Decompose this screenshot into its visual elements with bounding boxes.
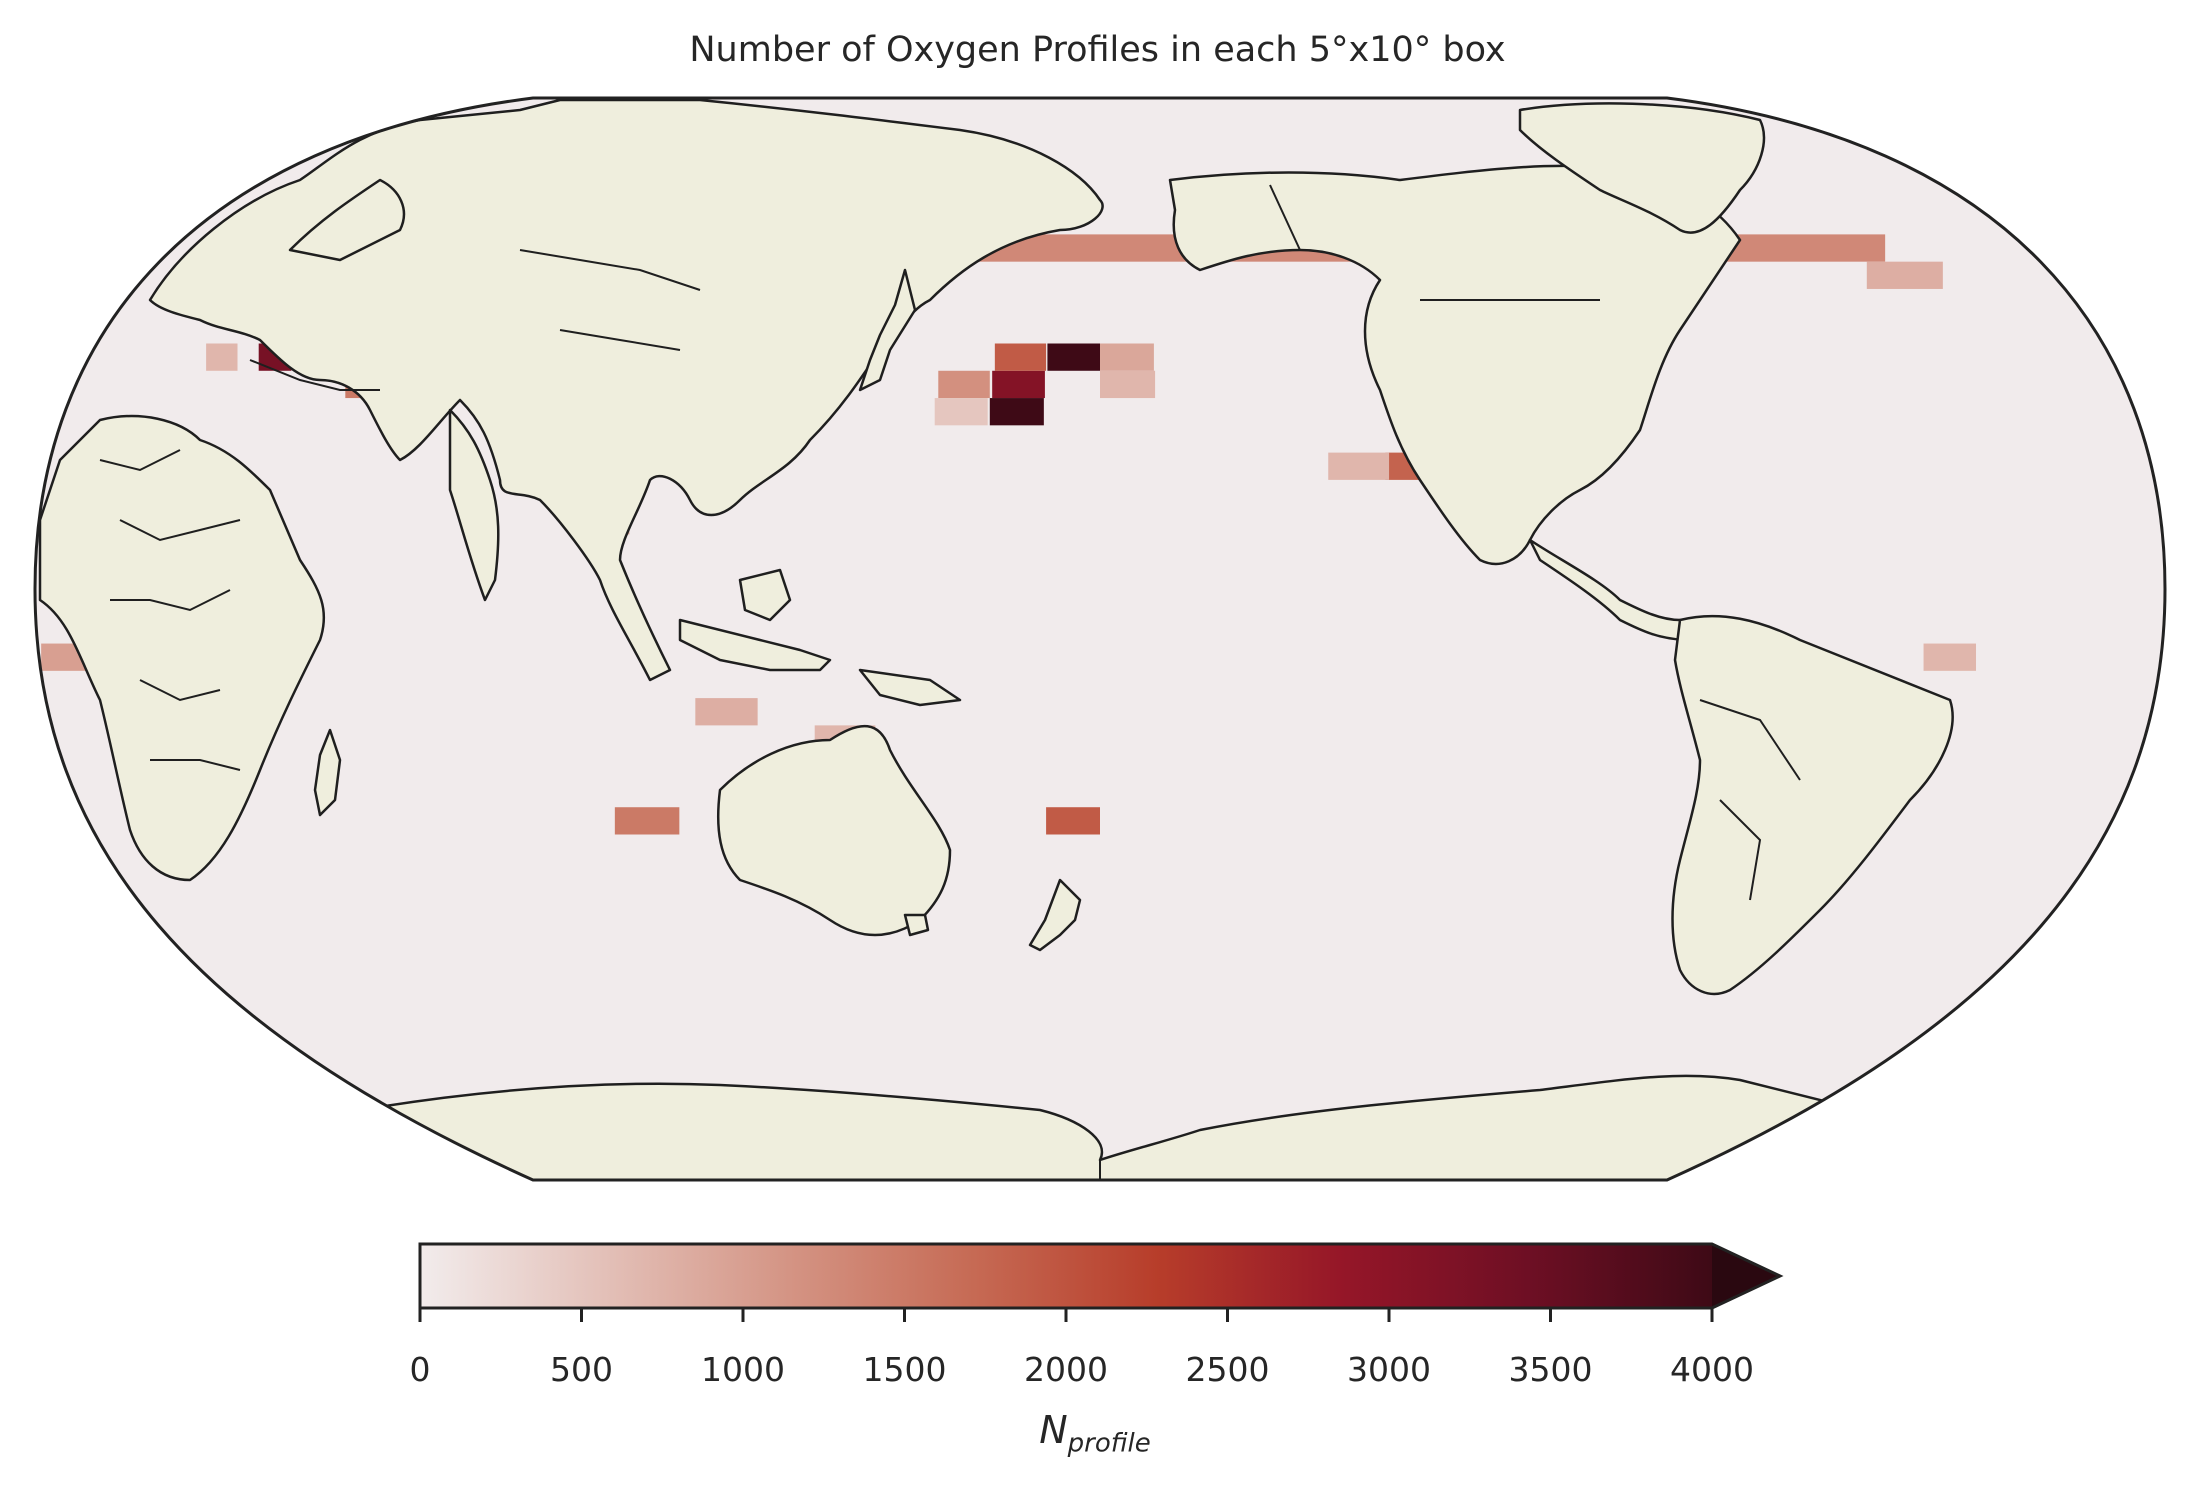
land-australia bbox=[716, 724, 952, 937]
land-antarctica bbox=[298, 1074, 1902, 1180]
land-newzealand bbox=[1028, 878, 1082, 952]
land-india bbox=[448, 408, 500, 602]
land-indonesia bbox=[678, 618, 832, 672]
land-japan bbox=[858, 268, 917, 392]
land-madagascar bbox=[313, 728, 342, 817]
colorbar-tick-label: 3500 bbox=[1508, 1350, 1593, 1389]
heatmap-cell bbox=[1047, 343, 1100, 371]
land-scandinavia bbox=[288, 178, 406, 262]
colorbar-frame bbox=[418, 1242, 1784, 1310]
colorbar-tick-label: 2000 bbox=[1024, 1350, 1108, 1389]
colorbar-tick-label: 3000 bbox=[1347, 1350, 1431, 1389]
heatmap-cell bbox=[614, 807, 680, 835]
land-tasmania bbox=[903, 913, 930, 937]
heatmap-cell bbox=[1100, 370, 1156, 399]
colorbar-tick-label: 4000 bbox=[1670, 1350, 1754, 1389]
land-africa bbox=[38, 414, 326, 882]
heatmap-cell bbox=[1328, 452, 1390, 480]
heatmap-cell bbox=[994, 343, 1047, 371]
borders bbox=[99, 184, 1801, 1180]
colorbar bbox=[418, 1242, 1784, 1322]
heatmap-cell bbox=[1923, 643, 1977, 671]
heatmap-cell bbox=[938, 370, 990, 399]
colorbar-tick-marks bbox=[418, 1308, 1714, 1322]
colorbar-tick-label: 500 bbox=[550, 1350, 613, 1389]
colorbar-tick-label: 1500 bbox=[862, 1350, 947, 1389]
land bbox=[38, 98, 1954, 1180]
land-newguinea bbox=[858, 668, 962, 707]
land-southamerica bbox=[1671, 614, 1954, 996]
colorbar-gradient-bar bbox=[420, 1244, 1712, 1308]
colorbar-label: Nprofile bbox=[1039, 1408, 1151, 1459]
colorbar-tick-label: 1000 bbox=[701, 1350, 785, 1389]
colorbar-label-main: N bbox=[1039, 1408, 1068, 1452]
heatmap-cell bbox=[1100, 343, 1154, 371]
heatmap-cell bbox=[989, 398, 1044, 426]
heatmap-cell bbox=[695, 698, 758, 726]
land-borneo bbox=[738, 568, 792, 622]
heatmap-cell bbox=[1866, 261, 1943, 289]
land-greenland bbox=[1518, 102, 1766, 234]
land-eurasia bbox=[148, 98, 1104, 682]
colorbar-tick-label: 0 bbox=[409, 1350, 431, 1389]
globe-outline bbox=[33, 96, 2167, 1182]
heatmap-cell bbox=[206, 343, 238, 371]
colorbar-label-sub: profile bbox=[1067, 1428, 1151, 1459]
map-title: Number of Oxygen Profiles in each 5°x10°… bbox=[689, 30, 1506, 70]
heatmap-cell bbox=[1046, 807, 1100, 835]
heatmap-cell bbox=[992, 370, 1045, 399]
colorbar-extend-arrow bbox=[1712, 1244, 1780, 1308]
heatmap-cell bbox=[934, 398, 988, 426]
colorbar-tick-label: 2500 bbox=[1185, 1350, 1270, 1389]
